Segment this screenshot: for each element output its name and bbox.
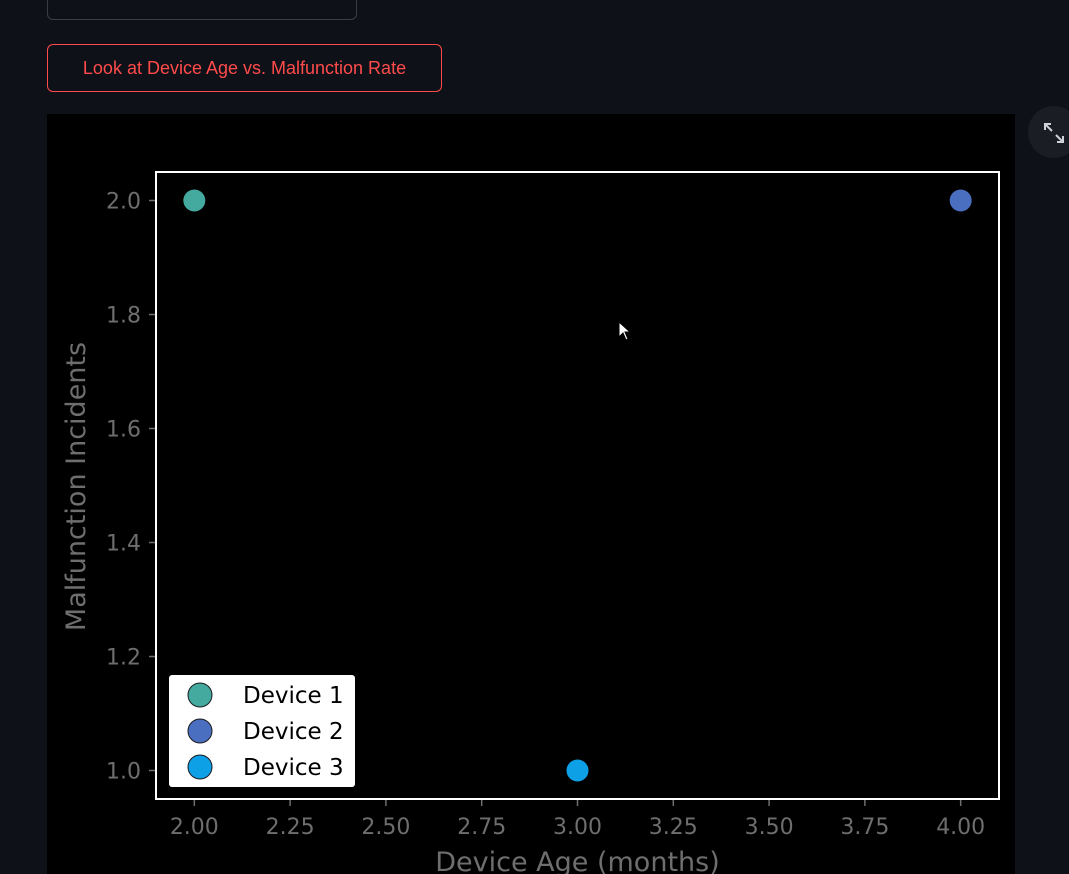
- chart-container: 2.00 2.25 2.50 2.75 3.00 3.25 3.50 3.75 4.00 1.0 1…: [47, 114, 1015, 874]
- x-tick-label: 2.75: [457, 815, 506, 840]
- previous-input-field[interactable]: [47, 0, 357, 20]
- expand-icon: [1044, 123, 1064, 143]
- legend-marker: [187, 718, 213, 744]
- x-axis-label: Device Age (months): [435, 847, 720, 874]
- y-tick-label: 2.0: [106, 190, 141, 215]
- data-point-device-1: [183, 189, 206, 212]
- x-tick-label: 4.00: [936, 815, 985, 840]
- y-tick-label: 1.8: [106, 304, 141, 329]
- device-age-vs-malfunction-button[interactable]: Look at Device Age vs. Malfunction Rate: [47, 44, 442, 92]
- x-tick-label: 3.00: [553, 815, 602, 840]
- legend-marker: [187, 682, 213, 708]
- fullscreen-button[interactable]: [1028, 106, 1069, 158]
- legend-label: Device 2: [243, 719, 344, 745]
- y-tick-label: 1.4: [106, 532, 141, 557]
- y-tick-label: 1.2: [106, 646, 141, 671]
- legend: Device 1 Device 2 Device 3: [169, 675, 355, 787]
- y-axis-label: Malfunction Incidents: [61, 342, 92, 631]
- x-tick-label: 2.00: [170, 815, 219, 840]
- data-point-device-2: [949, 189, 972, 212]
- legend-box: [169, 675, 355, 787]
- data-point-device-3: [566, 759, 589, 782]
- legend-label: Device 3: [243, 755, 344, 781]
- x-tick-label: 3.25: [649, 815, 698, 840]
- x-tick-label: 3.50: [745, 815, 794, 840]
- legend-label: Device 1: [243, 683, 344, 709]
- legend-marker: [187, 754, 213, 780]
- x-tick-label: 3.75: [840, 815, 889, 840]
- y-tick-label: 1.6: [106, 418, 141, 443]
- scatter-chart: 2.00 2.25 2.50 2.75 3.00 3.25 3.50 3.75 4.00 1.0 1…: [61, 171, 1000, 874]
- x-tick-label: 2.25: [266, 815, 315, 840]
- y-tick-label: 1.0: [106, 760, 141, 785]
- x-tick-label: 2.50: [361, 815, 410, 840]
